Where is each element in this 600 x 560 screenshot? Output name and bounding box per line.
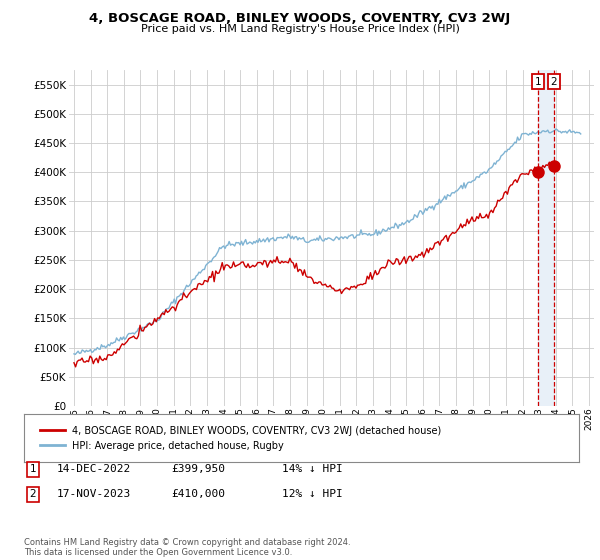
Text: Contains HM Land Registry data © Crown copyright and database right 2024.
This d: Contains HM Land Registry data © Crown c… xyxy=(24,538,350,557)
Text: 12% ↓ HPI: 12% ↓ HPI xyxy=(282,489,343,500)
Text: 17-NOV-2023: 17-NOV-2023 xyxy=(57,489,131,500)
Legend: 4, BOSCAGE ROAD, BINLEY WOODS, COVENTRY, CV3 2WJ (detached house), HPI: Average : 4, BOSCAGE ROAD, BINLEY WOODS, COVENTRY,… xyxy=(34,420,448,456)
Text: £410,000: £410,000 xyxy=(171,489,225,500)
Text: 1: 1 xyxy=(29,464,37,474)
Text: 4, BOSCAGE ROAD, BINLEY WOODS, COVENTRY, CV3 2WJ: 4, BOSCAGE ROAD, BINLEY WOODS, COVENTRY,… xyxy=(89,12,511,25)
Text: 14-DEC-2022: 14-DEC-2022 xyxy=(57,464,131,474)
Text: Price paid vs. HM Land Registry's House Price Index (HPI): Price paid vs. HM Land Registry's House … xyxy=(140,24,460,34)
Text: 2: 2 xyxy=(29,489,37,500)
Text: 2: 2 xyxy=(550,77,557,87)
Bar xyxy=(538,70,554,406)
Text: 14% ↓ HPI: 14% ↓ HPI xyxy=(282,464,343,474)
Text: £399,950: £399,950 xyxy=(171,464,225,474)
Text: 1: 1 xyxy=(535,77,542,87)
